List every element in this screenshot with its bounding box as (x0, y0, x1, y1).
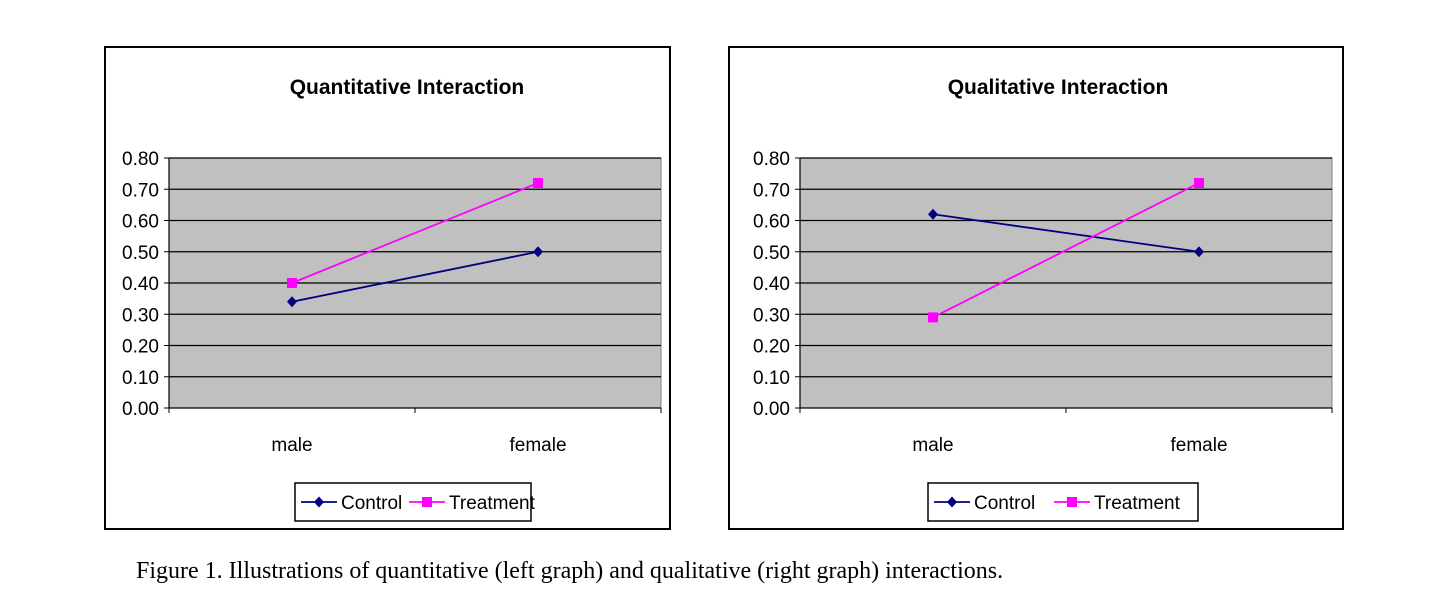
series-line-control (932, 213, 1200, 253)
legend-label-treatment: Treatment (449, 493, 536, 514)
y-tick-label: 0.20 (122, 337, 159, 358)
chart-title: Quantitative Interaction (290, 76, 525, 99)
y-tick-label: 0.10 (122, 368, 159, 389)
series-treatment (287, 178, 543, 288)
legend: Control Treatment (294, 482, 536, 522)
series-control (287, 246, 543, 308)
data-point-treatment (533, 178, 543, 188)
series-line-treatment (291, 182, 539, 284)
y-tick-label: 0.30 (122, 305, 159, 326)
y-tick-label: 0.70 (122, 180, 159, 201)
y-tick-label: 0.30 (753, 305, 790, 326)
legend-marker-treatment (1067, 497, 1077, 507)
y-tick-label: 0.80 (122, 149, 159, 170)
x-tick-label: female (509, 435, 566, 456)
y-tick-label: 0.50 (753, 243, 790, 264)
y-tick-label: 0.60 (122, 212, 159, 233)
series-line-treatment (932, 182, 1200, 319)
figure-caption: Figure 1. Illustrations of quantitative … (136, 558, 1004, 584)
data-point-treatment (287, 278, 297, 288)
data-point-treatment (1194, 178, 1204, 188)
y-tick-label: 0.40 (753, 274, 790, 295)
legend-label-treatment: Treatment (1094, 493, 1181, 514)
chart-svg-left: Quantitative Interaction 0.00 0.10 0.20 0.30… (122, 76, 662, 522)
series-treatment (928, 178, 1204, 323)
y-tick-label: 0.20 (753, 337, 790, 358)
chart-qualitative-interaction: Qualitative Interaction 0.00 0.10 0.20 0.30 0… (728, 46, 1344, 530)
chart-svg-right: Qualitative Interaction 0.00 0.10 0.20 0.30 0… (753, 76, 1333, 522)
data-point-treatment (928, 312, 938, 323)
data-point-control (287, 296, 297, 308)
y-tick-label: 0.00 (122, 399, 159, 420)
data-point-control (1194, 246, 1204, 258)
x-tick-label: male (912, 435, 953, 456)
data-point-control (533, 246, 543, 258)
y-tick-label: 0.00 (753, 399, 790, 420)
legend-marker-control (947, 496, 957, 508)
y-tick-label: 0.40 (122, 274, 159, 295)
chart-title: Qualitative Interaction (948, 76, 1169, 99)
series-control (928, 208, 1204, 258)
x-tick-label: male (271, 435, 312, 456)
legend-label-control: Control (974, 493, 1035, 514)
data-point-control (928, 208, 938, 220)
chart-quantitative-interaction: Quantitative Interaction 0.00 0.10 0.20 0.30… (104, 46, 671, 530)
legend-marker-control (314, 496, 324, 508)
y-tick-label: 0.70 (753, 180, 790, 201)
series-line-control (291, 250, 539, 303)
x-tick-label: female (1170, 435, 1227, 456)
legend-marker-treatment (422, 497, 432, 507)
legend-box (927, 482, 1199, 522)
y-tick-label: 0.60 (753, 212, 790, 233)
legend: Control Treatment (927, 482, 1199, 522)
legend-label-control: Control (341, 493, 402, 514)
y-tick-label: 0.10 (753, 368, 790, 389)
y-tick-label: 0.50 (122, 243, 159, 264)
y-tick-label: 0.80 (753, 149, 790, 170)
